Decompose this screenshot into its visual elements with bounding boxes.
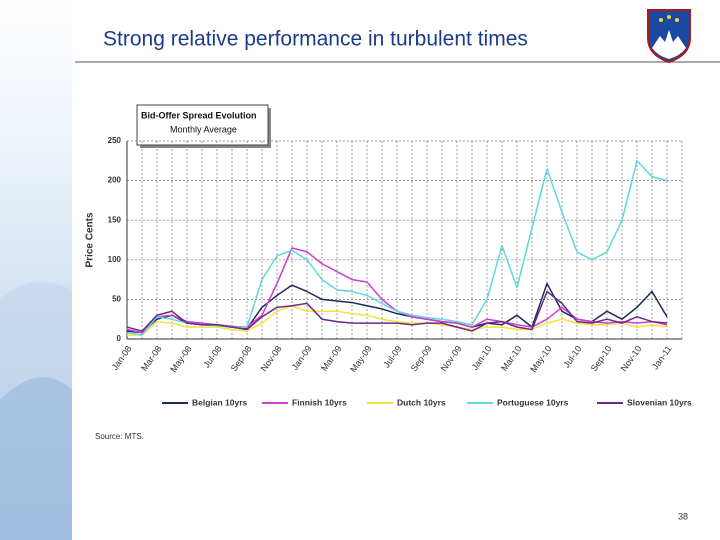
series-line bbox=[126, 290, 668, 332]
coat-of-arms bbox=[647, 9, 691, 64]
y-tick-label: 150 bbox=[108, 215, 122, 224]
x-tick-label: Nov-10 bbox=[619, 344, 644, 374]
y-tick-label: 0 bbox=[117, 334, 122, 343]
x-tick-label: Mar-10 bbox=[499, 344, 524, 373]
x-tick-label: Sep-10 bbox=[589, 344, 614, 374]
x-tick-label: Mar-09 bbox=[319, 344, 344, 373]
source-note: Source: MTS. bbox=[95, 432, 144, 441]
x-tick-label: Jan-09 bbox=[290, 344, 314, 372]
slide-title: Strong relative performance in turbulent… bbox=[103, 28, 528, 51]
y-tick-label: 50 bbox=[112, 295, 121, 304]
x-tick-label: Nov-08 bbox=[259, 344, 284, 374]
side-decoration bbox=[0, 377, 72, 540]
legend-label: Finnish 10yrs bbox=[292, 397, 347, 407]
x-tick-label: Mar-08 bbox=[139, 344, 164, 373]
legend-label: Dutch 10yrs bbox=[397, 397, 446, 407]
legend-label: Portuguese 10yrs bbox=[497, 397, 569, 407]
x-tick-label: Jul-08 bbox=[201, 344, 223, 370]
legend-label: Belgian 10yrs bbox=[192, 397, 248, 407]
y-tick-label: 100 bbox=[108, 255, 122, 264]
series-line bbox=[127, 304, 668, 336]
page-number: 38 bbox=[678, 511, 688, 521]
x-tick-label: Sep-08 bbox=[229, 344, 254, 374]
x-tick-label: May-09 bbox=[348, 344, 373, 374]
y-axis-label: Price Cents bbox=[85, 212, 96, 267]
x-tick-label: Jul-10 bbox=[561, 344, 583, 370]
x-tick-label: May-08 bbox=[168, 344, 193, 374]
legend-label: Slovenian 10yrs bbox=[627, 397, 692, 407]
y-tick-label: 250 bbox=[108, 136, 122, 145]
y-tick-label: 200 bbox=[108, 176, 122, 185]
chart-title: Bid-Offer Spread Evolution bbox=[141, 110, 257, 120]
x-tick-label: Jan-10 bbox=[470, 344, 494, 372]
series-line bbox=[126, 160, 668, 336]
x-tick-label: Jan-08 bbox=[110, 344, 134, 372]
x-tick-label: Jan-11 bbox=[650, 344, 674, 372]
inset-box bbox=[136, 104, 269, 146]
x-tick-label: May-10 bbox=[528, 344, 553, 374]
x-tick-label: Jul-09 bbox=[381, 344, 403, 370]
chart-subtitle: Monthly Average bbox=[170, 124, 237, 134]
x-tick-label: Nov-09 bbox=[439, 344, 464, 374]
chart-inset-title: Bid-Offer Spread Evolution Monthly Avera… bbox=[136, 104, 271, 148]
x-tick-label: Sep-09 bbox=[409, 344, 434, 374]
